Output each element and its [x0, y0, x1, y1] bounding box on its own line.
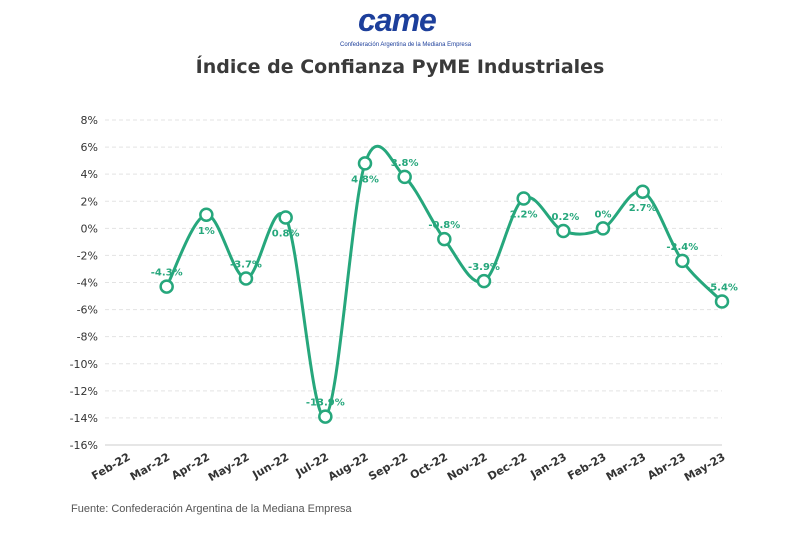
data-point [357, 156, 373, 171]
x-tick-label: Jul-22 [293, 450, 331, 480]
data-point [476, 273, 492, 289]
y-tick-label: -16% [70, 439, 98, 452]
data-point [516, 191, 531, 206]
data-point [159, 279, 174, 294]
y-tick-label: 8% [81, 114, 98, 127]
chart-title: Índice de Confianza PyME Industriales [195, 56, 605, 78]
data-point [397, 169, 412, 185]
x-tick-label: Oct-22 [408, 450, 450, 482]
y-tick-label: -12% [70, 385, 98, 398]
data-label: 2.2% [510, 210, 538, 221]
data-point [278, 210, 293, 225]
x-tick-label: Apr-22 [169, 450, 212, 482]
x-tick-label: Abr-23 [645, 450, 688, 482]
y-tick-label: -2% [77, 249, 98, 262]
data-point [238, 271, 254, 286]
y-tick-label: 4% [81, 168, 98, 181]
y-tick-label: 2% [81, 195, 98, 208]
x-tick-label: Dec-22 [485, 450, 529, 483]
y-tick-label: -6% [77, 304, 98, 317]
data-point [635, 184, 650, 200]
data-point [595, 221, 611, 236]
data-point [714, 294, 730, 309]
data-label: 4.8% [351, 174, 379, 185]
data-label: -5.4% [706, 282, 738, 293]
x-tick-label: Mar-22 [128, 450, 172, 483]
y-tick-label: -4% [77, 277, 98, 290]
data-label: -3.7% [230, 259, 262, 270]
x-tick-label: Feb-22 [89, 450, 132, 482]
data-point [199, 207, 214, 223]
data-label: 2.7% [629, 203, 657, 214]
data-label: 1% [198, 226, 215, 237]
data-point [556, 223, 571, 239]
data-point [318, 409, 333, 424]
logo-wordmark: came [358, 2, 437, 38]
data-label: -2.4% [666, 242, 698, 253]
source-note: Fuente: Confederación Argentina de la Me… [71, 503, 352, 515]
data-label: -0.2% [547, 212, 579, 223]
data-label: 3.8% [391, 158, 419, 169]
y-tick-label: 0% [81, 222, 98, 235]
x-tick-label: May-23 [682, 450, 728, 484]
x-tick-label: Jan-23 [527, 450, 568, 481]
data-label: -13.9% [306, 398, 345, 409]
y-tick-label: 6% [81, 141, 98, 154]
data-label: -0.8% [428, 220, 460, 231]
data-point [437, 231, 452, 247]
y-tick-label: -14% [70, 412, 98, 425]
data-label: 0% [595, 209, 612, 220]
x-tick-label: Feb-23 [565, 450, 608, 482]
x-tick-label: Sep-22 [366, 450, 410, 483]
x-tick-label: Mar-23 [604, 450, 648, 483]
y-tick-label: -10% [70, 358, 98, 371]
data-label: -3.9% [468, 262, 500, 273]
data-label: 0.8% [272, 229, 300, 240]
logo-subtitle: Confederación Argentina de la Mediana Em… [340, 42, 472, 48]
x-tick-label: Aug-22 [326, 450, 371, 483]
x-tick-label: Nov-22 [445, 450, 489, 483]
data-label: -4.3% [151, 268, 183, 279]
y-tick-label: -8% [77, 331, 98, 344]
x-tick-label: Jun-22 [249, 450, 291, 482]
came-logo: came Confederación Argentina de la Media… [330, 2, 472, 52]
data-point [675, 253, 690, 269]
x-tick-label: May-22 [206, 450, 252, 484]
